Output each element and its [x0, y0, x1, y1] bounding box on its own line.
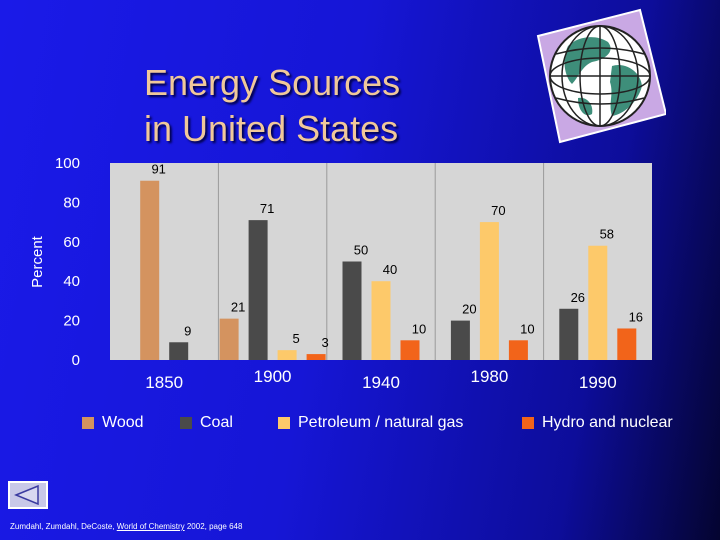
data-label: 58 — [600, 227, 614, 242]
globe-icon — [516, 6, 668, 148]
bar-coal-1900 — [248, 220, 268, 360]
bar-petroleum-natural-gas-1980 — [479, 222, 499, 360]
data-label: 3 — [321, 335, 328, 350]
data-label: 21 — [231, 300, 245, 315]
title-line-2: in United States — [144, 108, 399, 149]
x-tick-label: 1940 — [362, 373, 400, 392]
legend-swatch — [522, 417, 534, 429]
bar-petroleum-natural-gas-1900 — [277, 350, 297, 360]
data-label: 26 — [571, 290, 585, 305]
data-label: 16 — [629, 309, 643, 324]
bar-hydro-and-nuclear-1900 — [306, 354, 326, 360]
bar-coal-1980 — [450, 320, 470, 360]
x-tick-label: 1850 — [145, 373, 183, 392]
data-label: 50 — [354, 243, 368, 258]
y-tick-label: 80 — [63, 194, 80, 211]
data-label: 91 — [151, 162, 165, 177]
x-tick-label: 1980 — [470, 367, 508, 386]
x-tick-label: 1900 — [254, 367, 292, 386]
legend-swatch — [278, 417, 290, 429]
y-tick-label: 100 — [55, 155, 80, 172]
bar-hydro-and-nuclear-1940 — [400, 340, 420, 360]
legend-label: Wood — [102, 414, 144, 431]
back-button[interactable] — [8, 481, 48, 509]
legend-item: Coal — [180, 412, 233, 434]
bar-petroleum-natural-gas-1940 — [371, 281, 391, 360]
legend-item: Wood — [82, 412, 144, 434]
bar-petroleum-natural-gas-1990 — [588, 245, 608, 360]
bar-wood-1900 — [219, 318, 239, 360]
y-tick-label: 40 — [63, 273, 80, 290]
bar-wood-1850 — [140, 180, 160, 360]
data-label: 71 — [260, 201, 274, 216]
data-label: 5 — [292, 331, 299, 346]
legend-item: Petroleum / natural gas — [278, 412, 463, 434]
data-label: 40 — [383, 262, 397, 277]
citation-work[interactable]: World of Chemistry — [116, 522, 185, 531]
data-label: 20 — [462, 302, 476, 317]
y-tick-label: 20 — [63, 313, 80, 330]
legend-item: Hydro and nuclear — [522, 412, 673, 434]
legend-label: Coal — [200, 414, 233, 431]
bar-coal-1850 — [169, 342, 189, 360]
bar-hydro-and-nuclear-1990 — [617, 328, 637, 360]
legend-label: Petroleum / natural gas — [298, 414, 464, 431]
y-tick-label: 60 — [63, 234, 80, 251]
data-label: 10 — [520, 321, 534, 336]
data-label: 9 — [184, 323, 191, 338]
x-tick-label: 1990 — [579, 373, 617, 392]
slide-title: Energy Sources in United States — [144, 60, 400, 152]
y-axis-label: Percent — [29, 235, 46, 288]
citation-rest: 2002, page 648 — [186, 522, 243, 531]
legend-label: Hydro and nuclear — [542, 414, 673, 431]
citation-authors: Zumdahl, Zumdahl, DeCoste, — [10, 522, 115, 531]
data-label: 10 — [412, 321, 426, 336]
data-label: 70 — [491, 203, 505, 218]
y-tick-label: 0 — [72, 352, 80, 369]
bar-hydro-and-nuclear-1980 — [508, 340, 528, 360]
citation: Zumdahl, Zumdahl, DeCoste, World of Chem… — [10, 522, 242, 531]
legend-swatch — [82, 417, 94, 429]
bar-coal-1940 — [342, 261, 362, 360]
back-arrow-icon — [14, 484, 39, 506]
title-line-1: Energy Sources — [144, 62, 401, 103]
bar-coal-1990 — [559, 308, 579, 360]
legend-swatch — [180, 417, 192, 429]
